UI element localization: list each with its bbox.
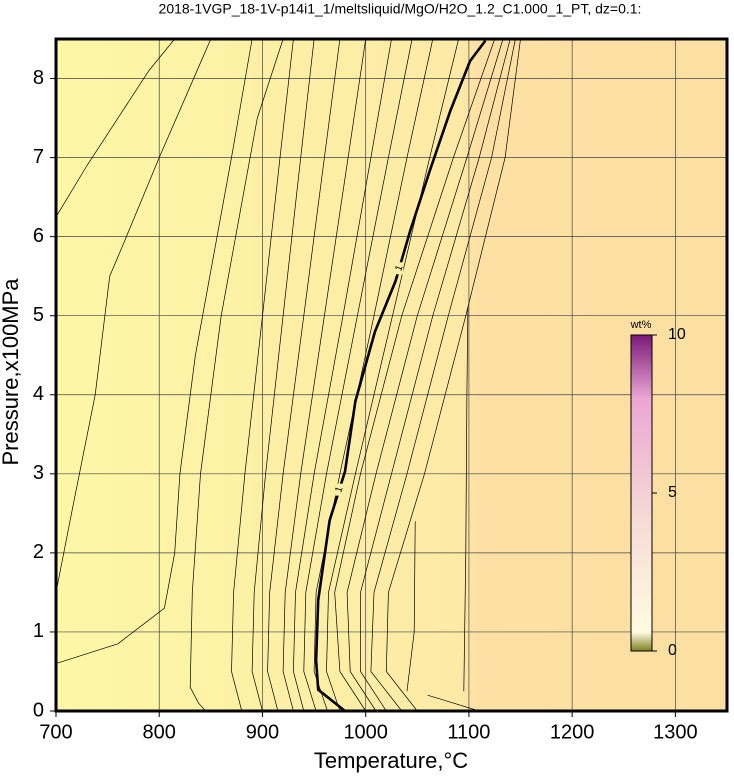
x-tick-label: 800 xyxy=(143,721,176,743)
contour-label: 1 xyxy=(393,263,405,272)
contour-line xyxy=(282,38,367,712)
contour-line xyxy=(427,694,480,712)
grid xyxy=(55,39,727,712)
x-tick-label: 1200 xyxy=(550,721,595,743)
y-tick-label: 8 xyxy=(33,67,44,89)
frame xyxy=(54,37,729,713)
colorbar-tick-label: 0 xyxy=(668,642,677,659)
contour-label: 1 xyxy=(333,485,345,494)
contour-line xyxy=(251,38,315,712)
colorbar-tick-label: 5 xyxy=(668,484,677,501)
y-tick-label: 3 xyxy=(33,462,44,484)
contour-line xyxy=(55,38,175,218)
contour-line xyxy=(313,38,434,712)
x-tick-label: 900 xyxy=(246,721,279,743)
plot-background xyxy=(56,39,727,711)
contour-line xyxy=(293,38,392,712)
contour-line xyxy=(385,38,521,712)
contour-line xyxy=(314,39,487,713)
contour-line xyxy=(55,38,253,664)
x-tick-label: 1100 xyxy=(447,721,490,743)
contour-label-bg xyxy=(335,483,344,496)
y-tick-label: 0 xyxy=(33,699,44,721)
contour-line xyxy=(267,38,341,712)
y-tick-label: 2 xyxy=(33,541,44,563)
contour-line xyxy=(303,38,413,712)
y-axis-label: Pressure,x100MPa xyxy=(0,278,23,466)
y-tick-label: 6 xyxy=(33,225,44,247)
x-tick-label: 700 xyxy=(39,721,72,743)
contour-line xyxy=(463,307,469,692)
contour-line xyxy=(346,38,504,712)
x-tick-label: 1000 xyxy=(343,721,388,743)
chart-title: 2018-1VGP_18-1V-p14i1_1/meltsliquid/MgO/… xyxy=(159,1,642,17)
contour-line xyxy=(55,38,212,593)
x-tick-label: 1300 xyxy=(653,721,698,743)
x-axis-label: Temperature,°C xyxy=(314,748,468,773)
colorbar-tick-label: 10 xyxy=(668,326,686,343)
contour-line xyxy=(326,38,459,712)
colorbar-label: wt% xyxy=(630,319,652,331)
contour-line xyxy=(370,38,516,712)
contour-line xyxy=(406,521,416,692)
contours: 11 xyxy=(55,38,521,713)
contour-line xyxy=(231,38,294,712)
y-tick-label: 5 xyxy=(33,304,44,326)
contour-label-bg xyxy=(395,262,404,275)
y-tick-label: 7 xyxy=(33,146,44,168)
y-tick-label: 1 xyxy=(33,620,44,642)
contour-line xyxy=(334,38,496,712)
colorbar xyxy=(630,334,653,652)
contour-line xyxy=(360,38,511,712)
y-tick-label: 4 xyxy=(33,383,44,405)
contour-line xyxy=(189,38,284,712)
